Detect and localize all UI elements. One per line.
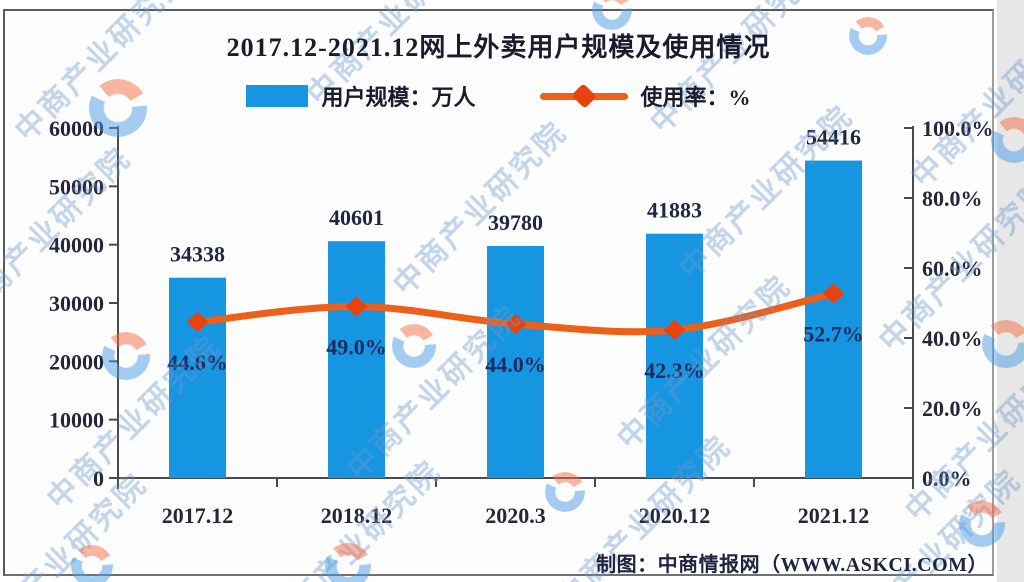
bar-value-label: 54416 — [806, 125, 861, 150]
right-axis-tick-label: 100.0% — [922, 116, 994, 141]
x-axis-category-label: 2017.12 — [162, 503, 234, 528]
left-axis-tick-label: 50000 — [49, 174, 104, 199]
bar — [646, 233, 703, 478]
bar — [328, 241, 385, 478]
right-axis-tick-label: 80.0% — [922, 186, 983, 211]
bar-value-label: 39780 — [488, 210, 543, 235]
x-axis-category-label: 2020.12 — [639, 503, 711, 528]
right-axis-tick-label: 60.0% — [922, 256, 983, 281]
bar — [805, 160, 862, 478]
bar-legend-swatch — [246, 85, 309, 107]
line-marker-icon — [570, 83, 597, 109]
legend: 用户规模：万人 使用率：% — [3, 80, 994, 112]
line-legend-label: 使用率：% — [640, 85, 751, 110]
bar-legend-label: 用户规模：万人 — [321, 85, 476, 110]
left-axis-tick-label: 20000 — [49, 349, 104, 374]
line-point-marker — [504, 314, 527, 334]
line-point-label: 52.7% — [803, 322, 864, 347]
bar — [487, 245, 544, 478]
x-axis-category-label: 2020.3 — [485, 503, 546, 528]
right-axis-tick-label: 0.0% — [922, 466, 972, 491]
left-axis-tick-label: 0 — [93, 466, 104, 491]
source-credit: 制图：中商情报网（WWW.ASKCI.COM） — [596, 554, 988, 576]
bar-value-label: 34338 — [170, 242, 225, 267]
right-axis-tick-label: 20.0% — [922, 396, 983, 421]
left-axis-tick-label: 40000 — [49, 233, 104, 258]
bar — [169, 277, 226, 478]
line-point-label: 44.6% — [167, 350, 228, 375]
right-axis-tick-label: 40.0% — [922, 326, 983, 351]
x-axis-category-label: 2021.12 — [798, 503, 870, 528]
right-gutter — [997, 0, 1024, 582]
line-point-label: 49.0% — [326, 335, 387, 360]
line-point-label: 44.0% — [485, 352, 546, 377]
legend-item-line: 使用率：% — [539, 80, 751, 112]
line-point-marker — [345, 296, 368, 317]
legend-item-bar: 用户规模：万人 — [246, 80, 476, 112]
bar-value-label: 40601 — [329, 205, 384, 230]
left-axis-tick-label: 10000 — [49, 408, 104, 433]
chart-title: 2017.12-2021.12网上外卖用户规模及使用情况 — [226, 33, 771, 62]
line-point-marker — [663, 319, 686, 340]
line-legend-swatch — [539, 83, 628, 109]
left-axis-tick-label: 30000 — [49, 291, 104, 316]
line-point-marker — [822, 283, 845, 304]
line-point-marker — [186, 311, 209, 332]
bar-value-label: 41883 — [647, 198, 702, 223]
line-point-label: 42.3% — [644, 358, 705, 383]
left-axis-tick-label: 60000 — [49, 116, 104, 141]
x-axis-category-label: 2018.12 — [321, 503, 393, 528]
